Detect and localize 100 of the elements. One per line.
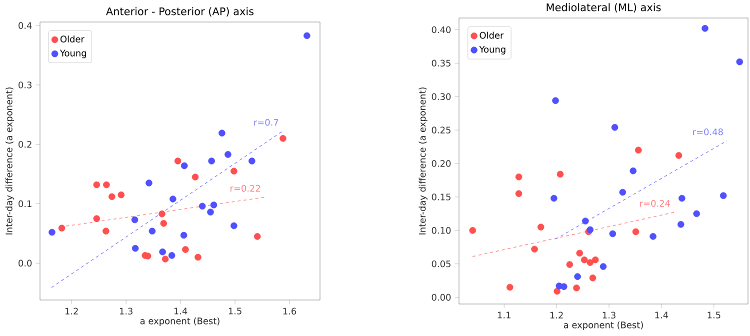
y-tick-label: 0.35 [432, 60, 450, 67]
point [170, 196, 176, 202]
point [634, 146, 642, 154]
point [582, 218, 589, 224]
point [182, 246, 189, 253]
y-tick-label: 0.25 [432, 126, 450, 134]
point [210, 202, 218, 208]
annotation: r=0.22 [230, 184, 260, 192]
point [207, 208, 214, 216]
point [675, 152, 682, 159]
y-tick-label: 0.4 [18, 22, 32, 29]
y-tick-label: 0.3 [18, 82, 32, 88]
legend-label: Young [479, 46, 506, 54]
point [224, 151, 232, 158]
point [93, 181, 100, 188]
point [93, 215, 100, 222]
point [630, 167, 637, 174]
legend-label: Older [480, 32, 504, 39]
point [254, 233, 261, 240]
x-tick-label: 1.2 [65, 308, 78, 314]
point [678, 194, 686, 202]
point [619, 188, 626, 196]
y-tick-label: 0.1 [18, 200, 32, 208]
x-tick-label: 1.3 [120, 308, 132, 315]
point [158, 210, 166, 218]
point [609, 230, 616, 238]
point [560, 283, 568, 290]
y-tick-label: 0.15 [432, 194, 450, 200]
point [168, 252, 176, 259]
point [580, 256, 588, 264]
point [146, 180, 152, 186]
point [531, 246, 538, 253]
x-tick-label: 1.5 [708, 312, 720, 318]
x-tick-label: 1.1 [498, 312, 510, 318]
point [573, 284, 580, 292]
point [248, 158, 256, 164]
annotation: r=0.7 [254, 118, 278, 126]
point [506, 284, 514, 291]
y-tick-label: 0.05 [432, 260, 450, 268]
x-tick-label: 1.4 [655, 312, 668, 318]
y-tick-label: 0.00 [432, 294, 451, 301]
point [693, 210, 700, 218]
point [537, 224, 544, 230]
point [198, 202, 206, 210]
chart-title: Anterior - Posterior (AP) axis [106, 7, 254, 16]
y-tick-label: 0.10 [432, 227, 451, 234]
y-tick-label: 0.30 [432, 93, 451, 100]
point [102, 228, 110, 234]
y-tick-label: 0.2 [18, 140, 32, 148]
point [218, 130, 226, 136]
x-tick-label: 1.5 [228, 308, 242, 314]
point [108, 193, 116, 200]
point [230, 168, 238, 174]
point [48, 228, 56, 236]
point [280, 135, 286, 142]
point [58, 224, 66, 232]
point [162, 256, 169, 262]
point [103, 181, 110, 188]
point [566, 261, 574, 268]
point [550, 194, 558, 202]
y-axis-title: Inter-day difference (a exponent) [418, 88, 428, 234]
y-tick-label: 0.20 [432, 160, 451, 167]
chart-title: Mediolateral (ML) axis [546, 3, 661, 12]
legend-label: Older [60, 36, 84, 42]
legend-label: Young [60, 50, 86, 58]
point [304, 32, 310, 40]
point [552, 97, 559, 104]
point [469, 227, 476, 234]
point [194, 254, 202, 261]
point [180, 232, 188, 239]
point [650, 233, 656, 240]
point [736, 58, 744, 66]
y-tick-label: 0.40 [432, 26, 451, 34]
point [118, 191, 125, 198]
point [148, 228, 156, 234]
point [600, 263, 607, 270]
point [576, 250, 584, 257]
x-axis-title: a exponent (Best) [564, 321, 643, 330]
x-axis-title: a exponent (Best) [140, 317, 220, 326]
point [131, 216, 138, 224]
annotation: r=0.48 [693, 128, 723, 136]
point [720, 192, 727, 200]
x-tick-label: 1.2 [550, 312, 563, 318]
point [592, 256, 599, 264]
point [574, 273, 581, 280]
point [160, 220, 168, 227]
point [515, 190, 522, 198]
y-axis-title: Inter-day difference (a exponent) [5, 88, 14, 234]
annotation: r=0.24 [640, 200, 670, 207]
point [515, 173, 522, 180]
point [230, 222, 238, 230]
point [192, 174, 199, 180]
point [632, 228, 640, 236]
point [586, 259, 594, 266]
point [554, 288, 560, 295]
point [174, 158, 182, 164]
x-tick-label: 1.3 [602, 312, 616, 319]
point [589, 274, 596, 282]
point [611, 124, 618, 131]
point [132, 244, 139, 252]
